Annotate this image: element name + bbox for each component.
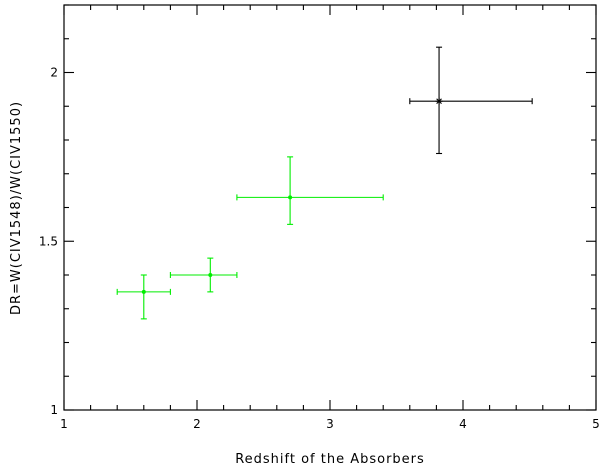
x-tick-label: 3 [326,417,334,431]
x-tick-label: 2 [193,417,201,431]
x-axis-label: Redshift of the Absorbers [235,452,425,467]
data-point [236,156,384,225]
x-tick-label: 4 [459,417,467,431]
plot-frame [63,4,597,411]
y-tick-labels: 11.52 [39,66,58,418]
x-tick-label: 5 [592,417,600,431]
data-marks [116,46,533,320]
data-point [409,46,533,155]
point-marker [141,289,146,294]
axis-ticks [63,4,597,411]
data-point [116,274,171,320]
point-marker [288,195,293,200]
point-marker [208,273,213,277]
x-tick-labels: 1 2 3 4 5 [60,417,600,431]
y-tick-label: 1.5 [39,234,58,248]
y-axis-label: DR=W(CIV1548)/W(CIV1550) [9,101,24,315]
y-tick-label: 2 [50,66,58,80]
star-marker [436,98,442,105]
data-point [169,257,238,293]
x-tick-label: 1 [60,417,68,431]
y-tick-label: 1 [50,403,58,417]
